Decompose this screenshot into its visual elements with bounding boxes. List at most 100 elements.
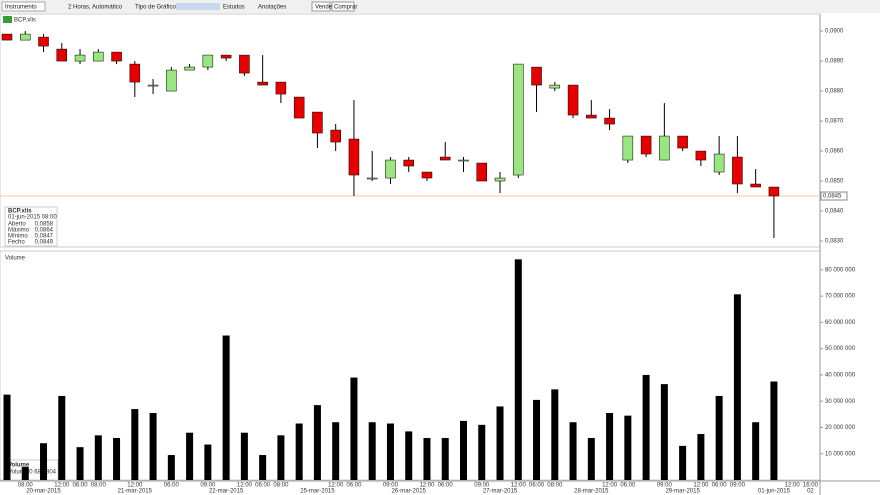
x-date-label: 01-jun-2015 [758,489,791,495]
x-tick-label: 12:00 [511,483,527,489]
volume-bar [496,406,504,480]
volume-bar [113,437,121,480]
y-tick-label: 10 000 000 [825,451,856,457]
volume-bar [21,466,29,480]
volume-bar [460,420,467,480]
volume-bar [204,444,212,480]
volume-bar [441,437,449,480]
volume-bar [569,422,577,480]
volume-bar [76,447,84,480]
x-date-label: 28-mar-2015 [574,489,609,495]
candle-body [513,63,524,176]
volume-legend-title: Volume [8,463,30,469]
x-date-label: 20-mar-2015 [26,489,61,495]
info-value: 0,0864 [35,228,54,234]
tool-icons[interactable] [176,3,220,10]
x-date-label: 26-mar-2015 [392,489,427,495]
buy-label: Comprar [334,5,357,11]
candle-body [330,129,341,143]
volume-bar [423,437,431,480]
candle-body [476,162,488,182]
candle-body [275,81,287,95]
volume-bar [551,389,559,480]
candle-body [129,63,141,83]
x-tick-label: 06:00 [712,483,728,489]
buy-button[interactable] [331,1,355,12]
volume-bar [770,381,778,480]
candle-body [604,117,615,125]
y-tick-label: 20 000 000 [825,425,856,431]
annotations-menu[interactable]: Anotações [258,5,286,11]
candle-body [293,96,305,119]
x-tick-label: 08:00 [547,483,563,489]
candle-body [586,114,597,119]
x-tick-label: 12:00 [602,483,618,489]
candle-body [531,66,542,86]
x-date-label: 25-mar-2015 [300,489,335,495]
sell-button[interactable] [311,1,331,12]
volume-bar [259,455,267,480]
candle-body [750,183,761,188]
instrument-icon [3,16,12,23]
x-tick-label: 09:00 [200,483,216,489]
candle-body [622,135,634,161]
candle-body [93,51,104,62]
candle-body [494,177,506,182]
candle-body [732,156,743,185]
candle-body [677,135,688,149]
interval-menu[interactable]: 2 Horas, Automático [68,5,123,11]
y-tick-label: 60 000 000 [825,320,856,326]
y-tick-label: 0,0880 [825,89,844,95]
chart-type-menu[interactable]: Tipo de Gráfico [135,5,176,11]
studies-menu[interactable]: Estudos [223,5,245,11]
volume-bar [40,443,48,480]
volume-bar [642,374,650,480]
candle-body [549,84,561,89]
y-tick-label: 0,0830 [825,239,844,245]
candle-body [1,33,13,41]
y-tick-label: 0,0840 [825,209,844,215]
x-tick-label: 09:00 [657,483,673,489]
y-tick-label: 40 000 000 [825,373,856,379]
volume-bar [660,384,668,480]
y-tick-label: 80 000 000 [825,267,856,273]
instrument-title: BCP.xlis [14,18,36,24]
volume-bar [752,422,760,480]
candle-body [147,84,159,87]
x-date-label: 29-mar-2015 [665,489,700,495]
x-date-label: 02 [807,489,814,495]
last-price-label: 0,0845 [823,194,842,200]
info-date: 01-jun-2015 08:00 [8,215,57,221]
y-tick-label: 0,0850 [825,179,844,185]
candle-body [20,33,31,41]
candle-body [348,138,360,176]
x-tick-label: 08:00 [18,483,34,489]
volume-bar [94,435,102,480]
candle-body [220,54,232,59]
candle-body [38,36,49,47]
x-tick-label: 12:00 [419,483,435,489]
candle-body [184,66,195,71]
info-value: 0,0849 [35,240,54,246]
y-tick-label: 50 000 000 [825,346,856,352]
info-title: BCP.xlis [8,209,32,215]
x-tick-label: 06:00 [620,483,636,489]
volume-bar [277,435,285,480]
last-price-box [820,191,848,201]
sell-label: Vender [315,5,334,11]
volume-bar [679,445,687,480]
volume-bar [733,294,741,480]
candle-body [403,159,414,167]
x-date-label: 21-mar-2015 [118,489,153,495]
instrument-input[interactable] [1,1,46,12]
price-pane [0,13,821,248]
y-tick-label: 30 000 000 [825,399,856,405]
toolbar [0,0,880,13]
volume-bar [606,413,614,480]
volume-bar [350,377,358,480]
x-tick-label: 09:00 [474,483,490,489]
candle-body [202,54,214,68]
candle-body [366,177,378,180]
x-tick-label: 06:00 [73,483,89,489]
